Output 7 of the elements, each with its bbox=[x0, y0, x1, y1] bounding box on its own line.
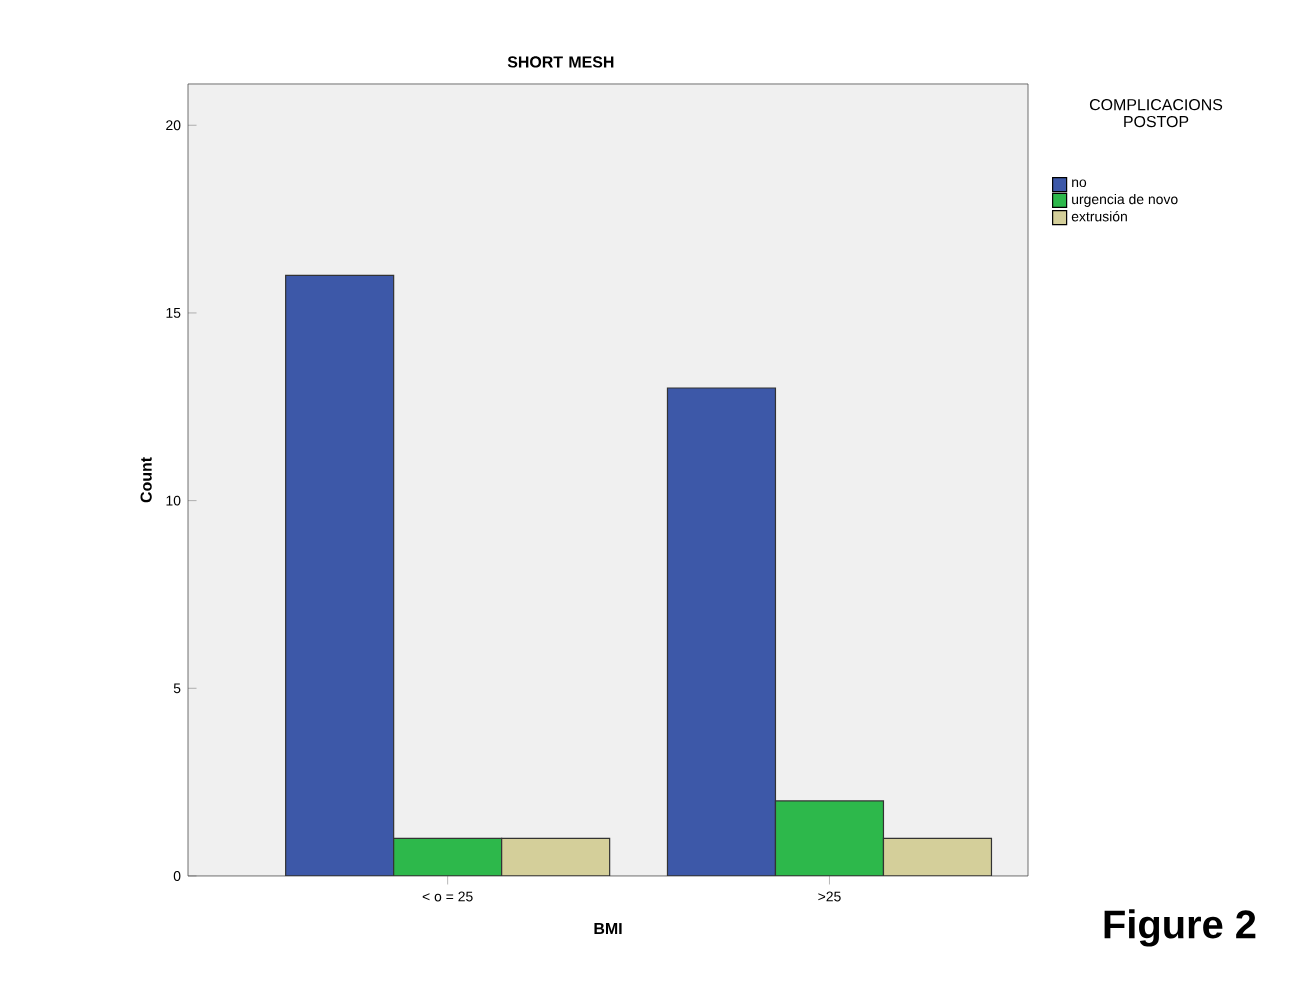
bar bbox=[393, 837, 503, 876]
bar bbox=[285, 274, 395, 876]
caption: Figure 2 bbox=[1104, 909, 1256, 947]
bar bbox=[774, 800, 885, 876]
bar bbox=[666, 387, 777, 876]
bar bbox=[882, 837, 993, 876]
bar bbox=[501, 837, 611, 876]
